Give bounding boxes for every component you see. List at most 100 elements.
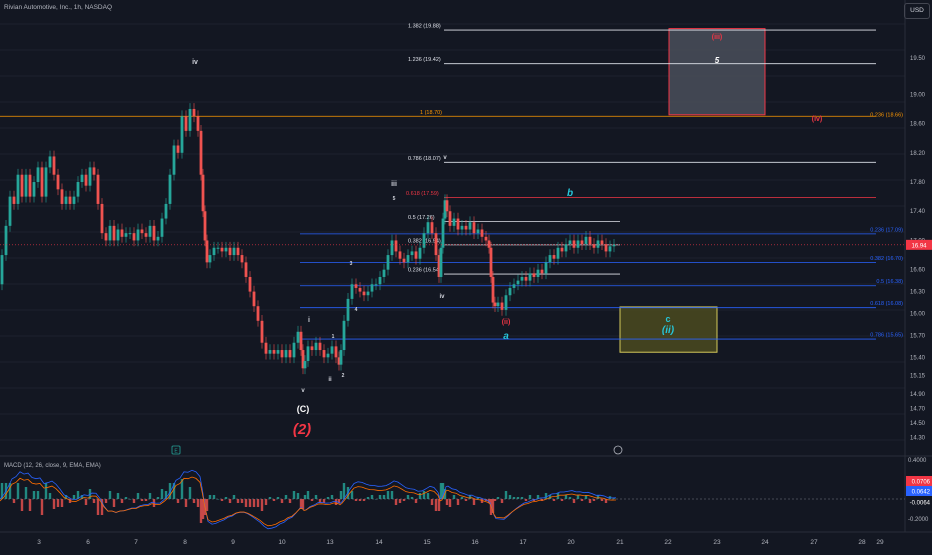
- price-tick-label: 18.20: [910, 151, 926, 157]
- macd-histogram-bar: [244, 499, 248, 507]
- candle-body: [504, 295, 508, 310]
- macd-histogram-bar: [476, 497, 480, 499]
- macd-histogram-bar: [394, 499, 398, 505]
- candle-body: [36, 167, 40, 183]
- candle-body: [548, 255, 552, 263]
- candle-body: [310, 346, 314, 351]
- candle-body: [334, 346, 338, 358]
- macd-histogram-bar: [564, 495, 568, 499]
- candle-body: [472, 222, 476, 234]
- macd-histogram-bar: [378, 495, 382, 499]
- macd-histogram-bar: [205, 499, 209, 511]
- price-tick-label: 16.60: [910, 268, 926, 274]
- candle-body: [192, 108, 196, 117]
- wave-label: (iii): [712, 34, 723, 41]
- price-tick-label: 14.90: [910, 392, 926, 398]
- candle-body: [402, 258, 406, 263]
- candle-body: [439, 247, 443, 277]
- candle-body: [288, 350, 292, 358]
- macd-histogram-bar: [342, 483, 346, 499]
- price-tick-label: 15.70: [910, 333, 926, 339]
- wave-label: 3: [350, 261, 353, 267]
- macd-histogram-bar: [136, 493, 140, 499]
- macd-histogram-bar: [390, 491, 394, 499]
- candle-body: [201, 174, 205, 212]
- wave-label: 4: [355, 307, 358, 313]
- wave-label: (ii): [662, 325, 675, 336]
- candle-body: [588, 236, 592, 245]
- candle-body: [176, 145, 180, 153]
- candle-body: [56, 174, 60, 190]
- fib-level-label: 0.236 (18.66): [870, 113, 903, 119]
- candle-body: [326, 353, 330, 358]
- macd-histogram-bar: [32, 491, 36, 499]
- candle-body: [272, 350, 276, 354]
- candle-body: [346, 298, 350, 321]
- candle-body: [60, 189, 64, 204]
- macd-histogram-bar: [386, 491, 390, 499]
- price-tick-label: 15.40: [910, 355, 926, 361]
- currency-button[interactable]: USD: [904, 3, 930, 19]
- candle-body: [212, 247, 216, 256]
- macd-histogram-bar: [322, 499, 326, 503]
- macd-histogram-bar: [362, 499, 366, 501]
- macd-histogram-bar: [422, 491, 426, 499]
- macd-histogram-bar: [160, 489, 164, 499]
- macd-histogram-bar: [196, 499, 200, 507]
- candle-body: [536, 269, 540, 277]
- macd-histogram-bar: [144, 499, 148, 501]
- macd-histogram-bar: [366, 497, 370, 499]
- candle-body: [144, 233, 148, 237]
- candle-body: [280, 350, 284, 358]
- macd-line: [0, 469, 617, 530]
- candle-body: [156, 236, 160, 241]
- macd-signal-line: [0, 476, 617, 527]
- price-tick-label: 15.15: [910, 374, 926, 380]
- fib-level-label: 0.236 (16.54): [408, 268, 441, 274]
- candle-body: [180, 116, 184, 153]
- candle-body: [512, 284, 516, 288]
- candle-body: [24, 174, 28, 197]
- candle-body: [52, 156, 56, 175]
- macd-histogram-bar: [72, 495, 76, 499]
- macd-histogram-bar: [460, 497, 464, 499]
- macd-histogram-bar: [116, 493, 120, 499]
- time-tick-label: 21: [616, 539, 624, 546]
- candle-body: [604, 244, 608, 252]
- macd-histogram-bar: [314, 495, 318, 499]
- candle-body: [532, 273, 536, 277]
- candle-body: [199, 130, 203, 175]
- wave-label: v: [301, 388, 305, 394]
- candle-body: [284, 350, 288, 358]
- candle-body: [108, 225, 112, 241]
- candle-body: [540, 269, 544, 274]
- candle-body: [572, 240, 576, 248]
- price-tick-label: 16.00: [910, 312, 926, 318]
- macd-histogram-bar: [56, 499, 60, 507]
- macd-histogram-bar: [326, 497, 330, 499]
- candle-body: [584, 236, 588, 245]
- price-tick-label: 18.60: [910, 122, 926, 128]
- macd-histogram-bar: [228, 499, 232, 503]
- macd-histogram-bar: [568, 497, 572, 499]
- fib-level-label: 0.236 (17.09): [870, 227, 903, 233]
- candle-body: [378, 276, 382, 285]
- candle-body: [342, 320, 346, 351]
- macd-histogram-bar: [280, 499, 284, 503]
- candle-body: [600, 240, 604, 245]
- candle-body: [68, 196, 72, 204]
- candle-body: [552, 255, 556, 259]
- macd-title: MACD (12, 26, close, 9, EMA, EMA): [4, 463, 101, 469]
- candle-body: [224, 247, 228, 252]
- candle-body: [448, 211, 452, 226]
- candle-body: [576, 240, 580, 248]
- macd-tick-label: -0.2000: [908, 517, 929, 523]
- candle-body: [456, 218, 460, 230]
- candle-body: [301, 350, 305, 369]
- price-tick-label: 16.30: [910, 290, 926, 296]
- candle-body: [354, 284, 358, 288]
- macd-histogram-bar: [512, 497, 516, 499]
- time-tick-label: 10: [278, 539, 286, 546]
